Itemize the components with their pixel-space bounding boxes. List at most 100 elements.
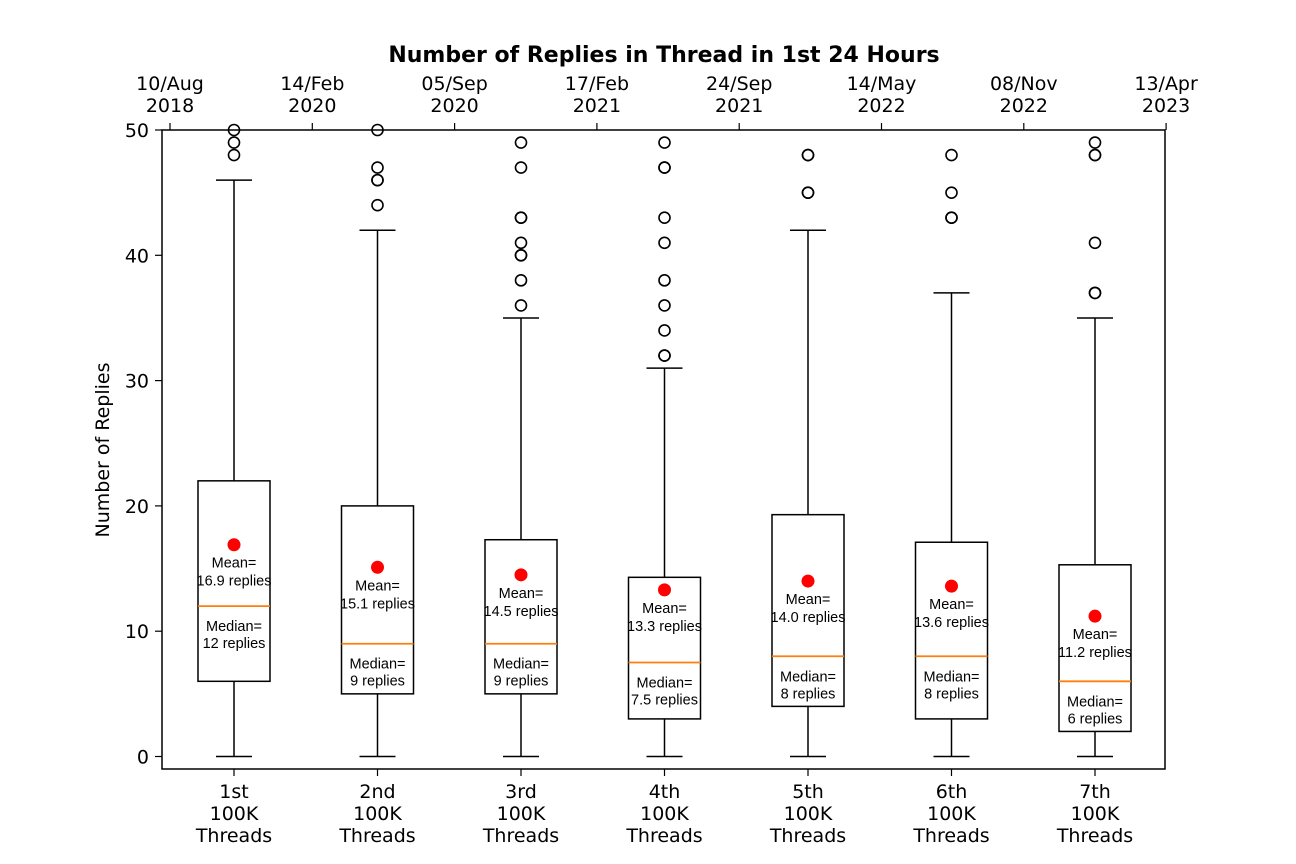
x-tick-label: 3rd (505, 781, 537, 803)
x-tick-label: 1st (219, 781, 248, 803)
top-tick-label-date: 13/Apr (1134, 73, 1198, 95)
mean-marker (227, 538, 241, 552)
outlier-point (227, 136, 241, 149)
outlier-point (1088, 136, 1102, 149)
box-iqr (484, 538, 558, 695)
median-annotation-value: 7.5 replies (631, 693, 698, 709)
x-tick-label: 4th (649, 781, 681, 803)
top-tick-label-year: 2020 (288, 95, 336, 117)
mean-annotation-value: 11.2 replies (1058, 645, 1132, 661)
outlier-point (514, 136, 528, 149)
top-tick-label-date: 17/Feb (565, 73, 629, 95)
top-tick-label-year: 2018 (146, 95, 194, 117)
mean-annotation-label: Mean= (355, 578, 400, 594)
mean-annotation-label: Mean= (786, 592, 831, 608)
box-group: Mean= 13.6 replies Median=8 replies (914, 148, 989, 758)
plot-frame (161, 129, 1166, 770)
x-tick-label: 100K (640, 803, 689, 825)
median-annotation-value: 9 replies (494, 674, 549, 690)
plot-area: 0102030405010/Aug201814/Feb202005/Sep202… (125, 73, 1198, 847)
y-axis-label: Number of Replies (92, 363, 114, 538)
outlier-point (801, 186, 815, 199)
median-annotation-label: Median= (923, 669, 979, 685)
x-tick-label: 100K (784, 803, 833, 825)
median-annotation-label: Median= (349, 657, 405, 673)
outlier-point (514, 274, 528, 287)
box-group: Mean= 16.9 replies Median=12 replies (197, 123, 272, 758)
x-tick-label: Threads (1056, 825, 1133, 847)
mean-annotation-value: 13.3 replies (627, 619, 702, 635)
chart-title: Number of Replies in Thread in 1st 24 Ho… (388, 43, 939, 68)
mean-annotation-value: 14.0 replies (771, 610, 846, 626)
outlier-point (514, 161, 528, 174)
top-tick-label-date: 05/Sep (421, 73, 487, 95)
mean-marker (801, 574, 815, 588)
outlier-point (371, 123, 384, 137)
box-group: Mean= 14.5 replies Median=9 replies (484, 136, 559, 758)
mean-marker (658, 583, 671, 597)
outlier-point (514, 299, 528, 312)
top-tick-label-date: 14/May (847, 73, 917, 95)
outlier-point (945, 186, 958, 199)
mean-annotation-value: 15.1 replies (340, 596, 415, 612)
y-tick-label: 10 (125, 621, 149, 643)
mean-marker (514, 568, 528, 582)
outlier-point (658, 324, 671, 337)
x-tick-label: 6th (936, 781, 968, 803)
x-tick-label: Threads (769, 825, 846, 847)
mean-marker (1088, 609, 1102, 623)
top-tick-label-date: 10/Aug (136, 73, 204, 95)
top-tick-label-date: 24/Sep (706, 73, 772, 95)
box-iqr (771, 513, 845, 708)
outlier-point (658, 161, 671, 174)
top-tick-label-year: 2021 (715, 95, 763, 117)
outlier-point (227, 148, 241, 162)
mean-annotation-label: Mean= (929, 597, 974, 613)
x-tick-label: 100K (497, 803, 546, 825)
y-tick-label: 20 (125, 496, 149, 518)
median-annotation-label: Median= (636, 676, 692, 692)
mean-annotation-value: 14.5 replies (484, 604, 559, 620)
box-iqr (197, 480, 271, 683)
x-tick-label: Threads (195, 825, 272, 847)
outlier-point (371, 173, 384, 187)
top-tick-label-year: 2020 (430, 95, 478, 117)
y-tick-label: 50 (125, 120, 149, 142)
mean-marker (945, 579, 958, 593)
outlier-point (658, 211, 671, 225)
median-annotation-value: 6 replies (1068, 711, 1123, 727)
box-group: Mean= 15.1 replies Median=9 replies (340, 123, 415, 758)
outlier-point (514, 211, 528, 225)
outlier-point (658, 349, 671, 362)
x-tick-label: Threads (625, 825, 702, 847)
outlier-point (801, 148, 815, 162)
y-tick-label: 40 (125, 245, 149, 267)
x-tick-label: 100K (353, 803, 402, 825)
top-tick-label-date: 14/Feb (280, 73, 344, 95)
mean-annotation-label: Mean= (642, 601, 687, 617)
mean-annotation-label: Mean= (212, 556, 257, 572)
outlier-point (514, 249, 528, 262)
median-annotation-value: 8 replies (781, 686, 836, 702)
median-annotation-label: Median= (780, 669, 836, 685)
outlier-point (658, 136, 671, 149)
mean-marker (371, 560, 384, 574)
box-iqr (627, 576, 702, 720)
outlier-point (1088, 148, 1102, 162)
x-tick-label: 100K (210, 803, 259, 825)
top-tick-label-year: 2023 (1142, 95, 1190, 117)
y-tick-label: 30 (125, 371, 149, 393)
outlier-point (514, 236, 528, 250)
box-group: Mean= 11.2 replies Median=6 replies (1058, 136, 1132, 758)
outlier-point (371, 161, 384, 174)
x-tick-label: 5th (792, 781, 824, 803)
x-tick-label: 100K (927, 803, 976, 825)
x-tick-label: 2nd (359, 781, 395, 803)
top-tick-label-date: 08/Nov (990, 73, 1058, 95)
outlier-point (1088, 286, 1102, 300)
mean-annotation-value: 13.6 replies (914, 615, 989, 631)
median-annotation-value: 9 replies (350, 674, 405, 690)
outlier-point (658, 236, 671, 250)
mean-annotation-value: 16.9 replies (197, 574, 272, 590)
